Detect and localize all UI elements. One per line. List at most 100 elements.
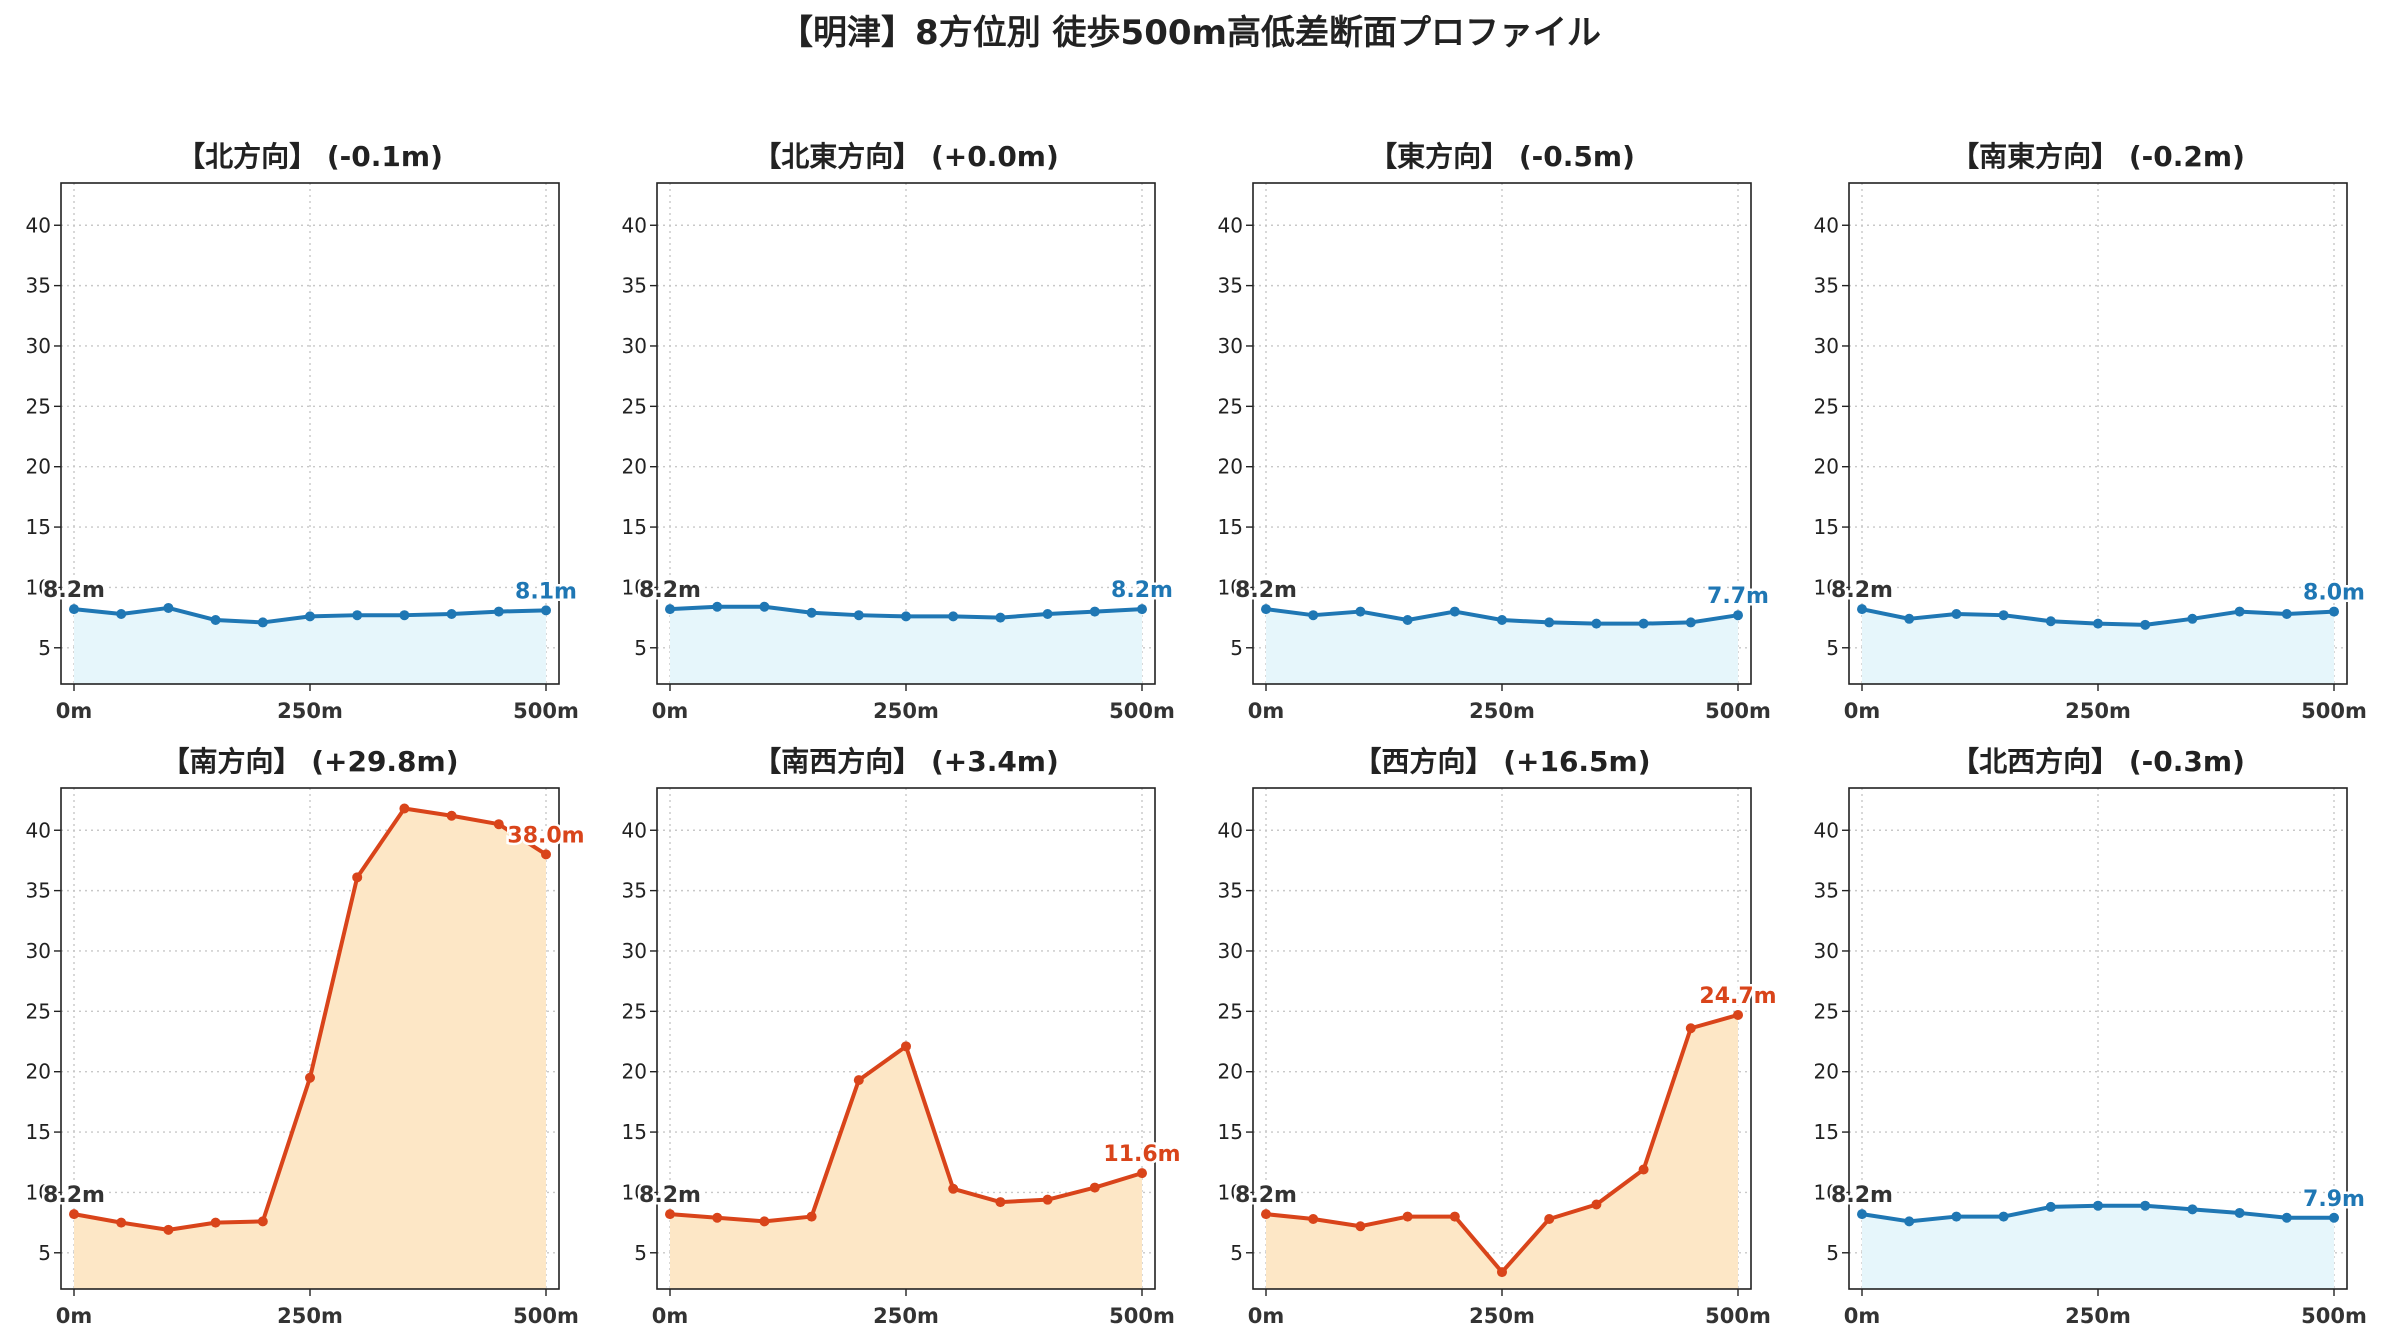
data-point	[1951, 608, 1962, 619]
data-point	[1497, 615, 1507, 626]
data-point	[853, 610, 864, 621]
data-point	[712, 601, 723, 612]
data-point	[759, 601, 770, 612]
x-tick-label: 0m	[1844, 1304, 1881, 1328]
start-elevation-label: 8.2m	[1235, 578, 1297, 603]
x-tick-label: 250m	[873, 699, 939, 723]
y-tick-label: 5	[1230, 1241, 1243, 1265]
data-point	[1685, 617, 1696, 628]
data-point	[116, 1217, 127, 1228]
axes-frame	[60, 182, 560, 685]
data-point	[399, 803, 410, 814]
data-point	[2187, 1204, 2198, 1215]
y-tick-label: 35	[1814, 274, 1839, 298]
x-tick-label: 250m	[873, 1304, 939, 1328]
start-elevation-label: 8.2m	[639, 578, 701, 603]
y-tick-label: 10	[622, 1180, 647, 1204]
y-tick-label: 35	[26, 879, 51, 903]
data-point	[2140, 1200, 2151, 1211]
start-elevation-label: 8.2m	[1831, 1183, 1893, 1208]
y-tick-label: 40	[1218, 213, 1243, 237]
x-tick-label: 500m	[1705, 1304, 1771, 1328]
y-tick-label: 30	[26, 939, 51, 963]
y-tick-label: 30	[1814, 939, 1839, 963]
end-elevation-label: 8.1m	[515, 579, 577, 604]
start-elevation-label: 8.2m	[43, 1183, 105, 1208]
start-elevation-label: 8.2m	[1831, 578, 1893, 603]
x-tick-label: 0m	[1844, 699, 1881, 723]
subplot-title: 【北東方向】 (+0.0m)	[753, 140, 1059, 173]
data-point	[1857, 604, 1867, 615]
data-point	[806, 607, 817, 618]
y-tick-label: 25	[1814, 999, 1839, 1023]
y-tick-label: 25	[26, 999, 51, 1023]
y-tick-label: 35	[1218, 274, 1243, 298]
y-tick-label: 15	[622, 1120, 647, 1144]
data-point	[1638, 618, 1649, 629]
x-tick-label: 500m	[1109, 699, 1175, 723]
data-point	[163, 1224, 174, 1235]
x-tick-label: 500m	[2301, 1304, 2367, 1328]
y-tick-label: 40	[26, 213, 51, 237]
end-elevation-label: 8.0m	[2303, 581, 2365, 606]
data-point	[399, 610, 410, 621]
data-point	[257, 1216, 268, 1227]
data-point	[541, 849, 551, 860]
data-point	[948, 611, 959, 622]
data-point	[901, 1041, 911, 1052]
x-tick-label: 0m	[1248, 1304, 1285, 1328]
data-point	[2329, 606, 2339, 617]
y-tick-label: 20	[1218, 1060, 1243, 1084]
elevation-area	[1862, 609, 2334, 684]
y-tick-label: 5	[38, 636, 51, 660]
y-tick-label: 20	[622, 455, 647, 479]
subplot: 5 10 15 20 25 30 35 40 0m 250m 500m 8.2m 8.1m 【北方向】 (…	[26, 140, 580, 723]
y-tick-label: 25	[622, 999, 647, 1023]
y-tick-label: 40	[1218, 818, 1243, 842]
data-point	[1089, 606, 1100, 617]
data-point	[901, 611, 911, 622]
data-point	[305, 1072, 315, 1083]
subplot-title: 【東方向】 (-0.5m)	[1369, 140, 1635, 173]
y-tick-label: 40	[1814, 818, 1839, 842]
subplot: 5 10 15 20 25 30 35 40 0m 250m 500m 8.2m 7.7m 【東方向】 (…	[1218, 140, 1772, 723]
end-elevation-label: 11.6m	[1103, 1142, 1180, 1167]
data-point	[2045, 1201, 2056, 1212]
x-tick-label: 250m	[1469, 1304, 1535, 1328]
subplot: 5 10 15 20 25 30 35 40 0m 250m 500m 8.2m 7.9m 【北西方向】 …	[1814, 745, 2368, 1328]
y-tick-label: 35	[26, 274, 51, 298]
data-point	[1042, 608, 1053, 619]
data-point	[541, 605, 551, 616]
y-tick-label: 15	[1814, 1120, 1839, 1144]
data-point	[69, 604, 79, 615]
data-point	[446, 810, 457, 821]
data-point	[1042, 1194, 1053, 1205]
y-tick-label: 20	[622, 1060, 647, 1084]
y-tick-label: 10	[1218, 575, 1243, 599]
end-elevation-label: 24.7m	[1699, 984, 1776, 1009]
elevation-area	[74, 607, 546, 684]
data-point	[1355, 606, 1366, 617]
x-tick-label: 0m	[1248, 699, 1285, 723]
end-elevation-label: 38.0m	[507, 823, 584, 848]
y-tick-label: 5	[634, 1241, 647, 1265]
y-tick-label: 20	[1218, 455, 1243, 479]
data-point	[2187, 613, 2198, 624]
y-tick-label: 30	[622, 334, 647, 358]
y-tick-label: 5	[634, 636, 647, 660]
end-elevation-label: 7.9m	[2303, 1187, 2365, 1212]
y-tick-label: 15	[1218, 1120, 1243, 1144]
y-tick-label: 35	[1814, 879, 1839, 903]
data-point	[1544, 617, 1555, 628]
data-point	[1355, 1221, 1366, 1232]
data-point	[210, 1217, 221, 1228]
y-tick-label: 20	[26, 1060, 51, 1084]
x-tick-label: 500m	[513, 699, 579, 723]
data-point	[1137, 604, 1147, 615]
subplot-title: 【南西方向】 (+3.4m)	[753, 745, 1059, 778]
data-point	[1951, 1211, 1962, 1222]
data-point	[995, 1197, 1006, 1208]
data-point	[1998, 1211, 2009, 1222]
y-tick-label: 40	[622, 818, 647, 842]
